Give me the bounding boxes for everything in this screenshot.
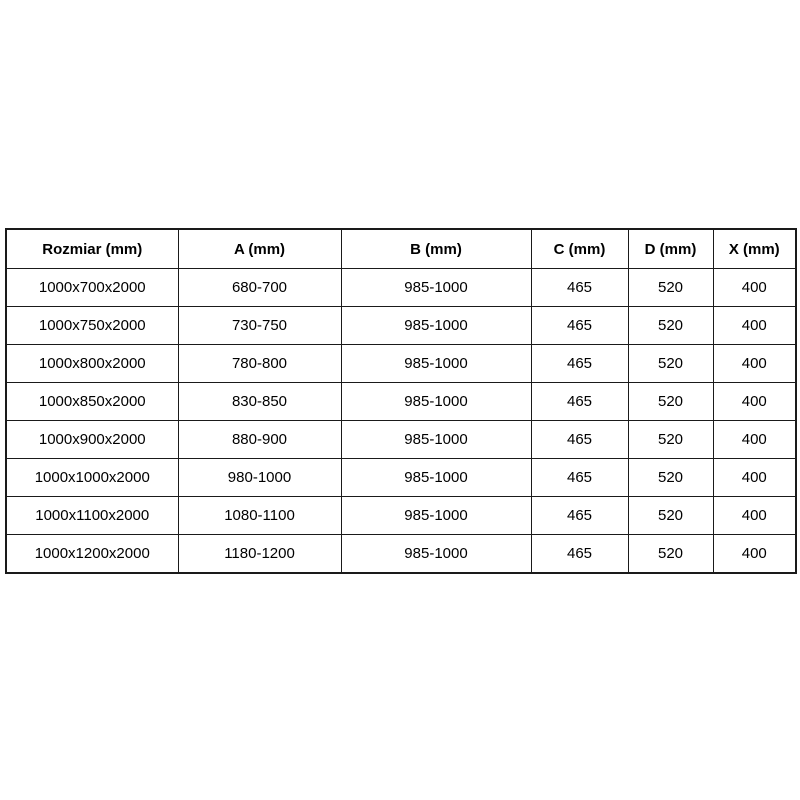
table-row: 1000x700x2000 680-700 985-1000 465 520 400 [5, 268, 797, 307]
table-cell: 680-700 [177, 268, 342, 307]
table-cell: 1000x1000x2000 [5, 458, 179, 497]
table-cell: 985-1000 [340, 344, 532, 383]
table-cell: 1000x1100x2000 [5, 496, 179, 535]
table-cell: 830-850 [177, 382, 342, 421]
column-header-1: A (mm) [177, 228, 342, 269]
table-cell: 520 [627, 306, 714, 345]
table-cell: 400 [712, 420, 797, 459]
table-cell: 985-1000 [340, 268, 532, 307]
table-cell: 520 [627, 496, 714, 535]
table-cell: 985-1000 [340, 496, 532, 535]
table-cell: 520 [627, 344, 714, 383]
table-cell: 465 [530, 344, 629, 383]
table-cell: 780-800 [177, 344, 342, 383]
column-header-2: B (mm) [340, 228, 532, 269]
table-row: 1000x850x2000 830-850 985-1000 465 520 400 [5, 382, 797, 421]
table-cell: 465 [530, 382, 629, 421]
size-spec-table: Rozmiar (mm) A (mm) B (mm) C (mm) D (mm) X (m… [5, 228, 797, 574]
table-cell: 520 [627, 458, 714, 497]
table-cell: 730-750 [177, 306, 342, 345]
table-body: 1000x700x2000 680-700 985-1000 465 520 400 100… [5, 268, 797, 574]
table-cell: 400 [712, 458, 797, 497]
table-cell: 400 [712, 306, 797, 345]
table-cell: 985-1000 [340, 458, 532, 497]
table-row: 1000x1200x2000 1180-1200 985-1000 465 520 400 [5, 534, 797, 574]
table-cell: 465 [530, 534, 629, 574]
column-header-4: D (mm) [627, 228, 714, 269]
table-cell: 400 [712, 268, 797, 307]
column-header-3: C (mm) [530, 228, 629, 269]
table-cell: 520 [627, 382, 714, 421]
table-row: 1000x1000x2000 980-1000 985-1000 465 520 400 [5, 458, 797, 497]
column-header-5: X (mm) [712, 228, 797, 269]
table-cell: 1000x750x2000 [5, 306, 179, 345]
table-cell: 1180-1200 [177, 534, 342, 574]
table-cell: 400 [712, 534, 797, 574]
table-row: 1000x900x2000 880-900 985-1000 465 520 400 [5, 420, 797, 459]
table-cell: 465 [530, 306, 629, 345]
table-cell: 520 [627, 420, 714, 459]
table-row: 1000x800x2000 780-800 985-1000 465 520 400 [5, 344, 797, 383]
table-cell: 985-1000 [340, 534, 532, 574]
table-cell: 400 [712, 344, 797, 383]
table-cell: 980-1000 [177, 458, 342, 497]
table-cell: 465 [530, 496, 629, 535]
table-cell: 520 [627, 268, 714, 307]
table-cell: 465 [530, 458, 629, 497]
table-cell: 465 [530, 268, 629, 307]
table-cell: 1080-1100 [177, 496, 342, 535]
table-cell: 1000x1200x2000 [5, 534, 179, 574]
table-row: 1000x750x2000 730-750 985-1000 465 520 400 [5, 306, 797, 345]
table-cell: 1000x900x2000 [5, 420, 179, 459]
column-header-0: Rozmiar (mm) [5, 228, 179, 269]
table-cell: 400 [712, 496, 797, 535]
table-cell: 985-1000 [340, 382, 532, 421]
table-cell: 880-900 [177, 420, 342, 459]
table-cell: 400 [712, 382, 797, 421]
header-row: Rozmiar (mm) A (mm) B (mm) C (mm) D (mm) X (m… [5, 228, 797, 269]
table-cell: 985-1000 [340, 420, 532, 459]
table-cell: 1000x700x2000 [5, 268, 179, 307]
table-cell: 985-1000 [340, 306, 532, 345]
table-cell: 1000x800x2000 [5, 344, 179, 383]
table-cell: 1000x850x2000 [5, 382, 179, 421]
table-cell: 520 [627, 534, 714, 574]
table-row: 1000x1100x2000 1080-1100 985-1000 465 520 400 [5, 496, 797, 535]
table-cell: 465 [530, 420, 629, 459]
